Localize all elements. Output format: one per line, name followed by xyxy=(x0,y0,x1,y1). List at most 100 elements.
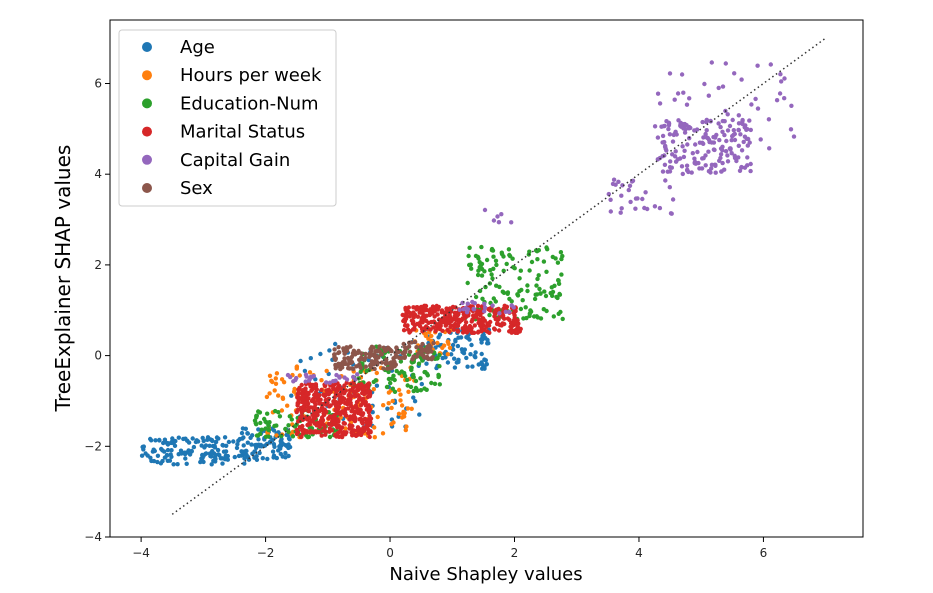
data-point xyxy=(181,436,186,442)
data-point xyxy=(278,451,283,457)
plot-frame xyxy=(109,19,864,538)
y-tick-label: 4 xyxy=(94,167,102,181)
data-point xyxy=(730,117,735,123)
data-point xyxy=(731,132,736,138)
series-capital-gain xyxy=(285,60,797,385)
data-point xyxy=(155,459,160,465)
data-point xyxy=(789,103,794,109)
data-point xyxy=(465,335,471,341)
data-point xyxy=(459,347,465,352)
data-point xyxy=(680,171,685,177)
data-point xyxy=(298,358,303,364)
data-point xyxy=(303,372,309,377)
data-point xyxy=(371,387,376,392)
data-point xyxy=(685,142,690,147)
data-point xyxy=(231,439,236,444)
data-point xyxy=(747,118,752,123)
data-point xyxy=(246,457,252,462)
data-point xyxy=(433,328,438,334)
data-point xyxy=(555,260,561,265)
data-point xyxy=(159,446,164,452)
data-point xyxy=(189,448,194,454)
data-point xyxy=(480,366,485,371)
data-point xyxy=(270,379,275,385)
data-point xyxy=(256,409,261,414)
data-point xyxy=(289,393,294,398)
data-point xyxy=(337,429,343,434)
y-axis-label: TreeExplainer SHAP values xyxy=(51,145,75,413)
data-point xyxy=(141,444,146,449)
data-point xyxy=(254,422,259,427)
data-point xyxy=(379,360,385,365)
data-point xyxy=(466,253,471,259)
data-point xyxy=(706,169,712,174)
data-point xyxy=(367,413,372,419)
data-point xyxy=(670,197,676,202)
data-point xyxy=(732,137,738,143)
data-point xyxy=(235,442,240,447)
legend: Age Hours per week Education-Num Marital St… xyxy=(118,29,337,207)
data-point xyxy=(510,256,515,261)
data-point xyxy=(347,388,353,393)
data-point xyxy=(398,392,403,397)
data-point xyxy=(194,438,199,443)
data-point xyxy=(479,273,485,278)
data-point xyxy=(608,197,613,202)
data-point xyxy=(294,366,299,371)
data-point xyxy=(475,272,481,278)
data-point xyxy=(364,420,369,425)
data-point xyxy=(488,308,493,313)
data-point xyxy=(426,336,431,341)
data-point xyxy=(766,117,772,122)
data-point xyxy=(239,430,245,436)
data-point xyxy=(305,422,310,428)
data-point xyxy=(398,398,403,403)
data-point xyxy=(489,272,494,277)
data-point xyxy=(324,392,329,397)
data-point xyxy=(406,344,412,349)
data-point xyxy=(285,372,291,378)
data-point xyxy=(289,417,294,422)
data-point xyxy=(478,323,483,328)
data-point xyxy=(620,183,625,188)
data-point xyxy=(739,77,744,82)
data-point xyxy=(460,330,466,335)
data-point xyxy=(333,356,338,361)
data-point xyxy=(401,328,407,333)
data-point xyxy=(392,377,397,383)
data-point xyxy=(652,124,658,129)
data-point xyxy=(670,139,676,144)
data-point xyxy=(779,79,784,84)
data-point xyxy=(398,359,404,364)
data-point xyxy=(479,337,484,342)
data-point xyxy=(297,385,302,391)
legend-box xyxy=(118,29,337,207)
data-point xyxy=(274,423,279,428)
data-point xyxy=(436,317,442,322)
data-point xyxy=(537,286,542,292)
data-point xyxy=(535,276,540,282)
data-point xyxy=(399,369,404,374)
data-point xyxy=(313,411,318,417)
data-point xyxy=(619,193,624,198)
data-point xyxy=(306,378,312,383)
data-point xyxy=(276,410,281,415)
data-point xyxy=(303,379,308,384)
data-point xyxy=(467,245,472,250)
data-point xyxy=(342,421,347,426)
data-point xyxy=(451,327,457,332)
data-point xyxy=(744,127,749,132)
data-point xyxy=(358,407,363,413)
data-point xyxy=(655,135,661,140)
data-point xyxy=(405,406,411,411)
data-point xyxy=(709,162,715,167)
data-point xyxy=(357,432,362,437)
data-point xyxy=(300,428,305,433)
data-point xyxy=(493,258,499,263)
data-point xyxy=(479,351,484,357)
data-point xyxy=(417,412,422,417)
data-point xyxy=(364,368,369,374)
data-point xyxy=(186,440,192,445)
y-axis: −4 −2 0 2 4 6 xyxy=(84,76,110,544)
